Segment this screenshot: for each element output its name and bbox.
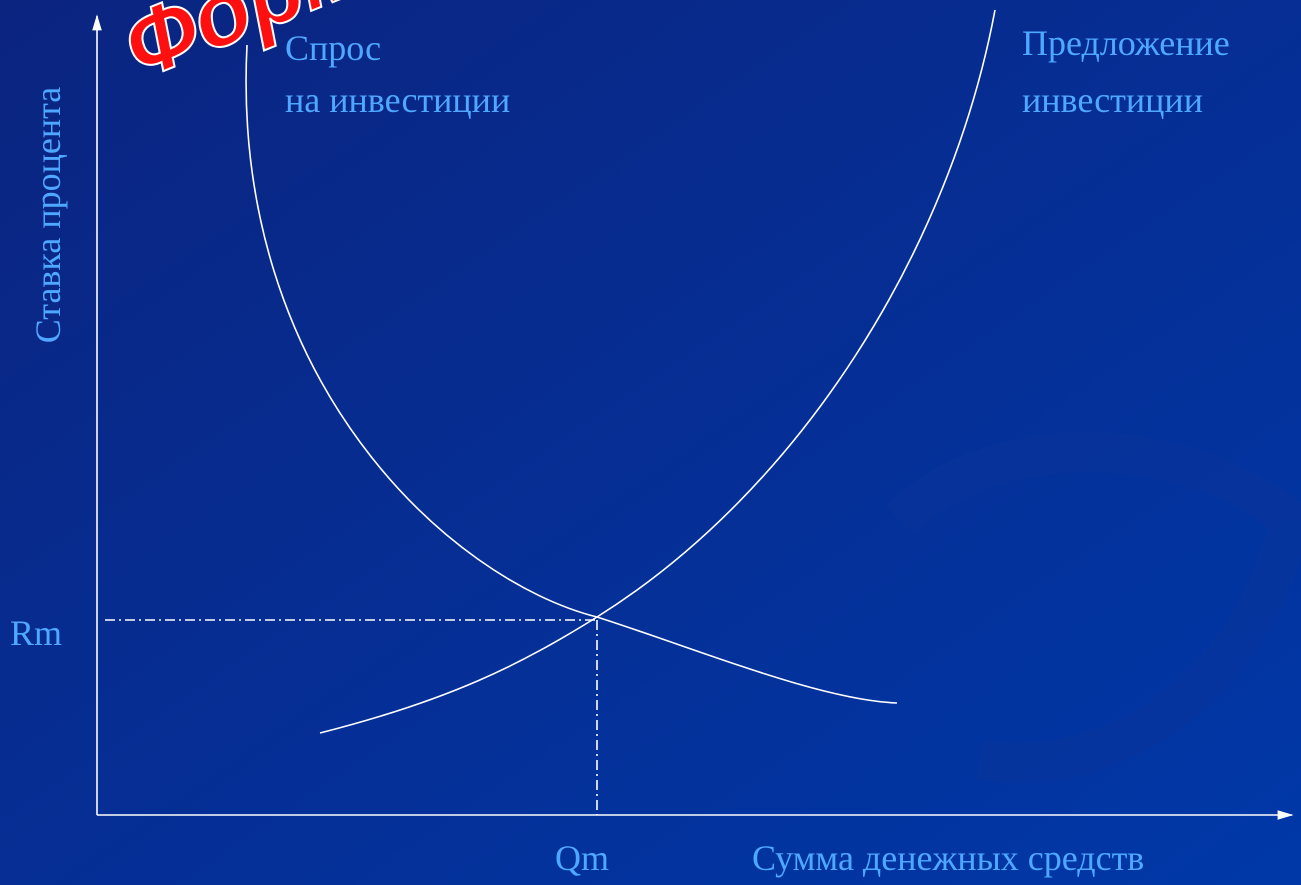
background-swirl bbox=[885, 432, 1301, 783]
supply-label: Предложение bbox=[1022, 23, 1230, 63]
demand-label: Спрос bbox=[285, 28, 381, 68]
demand-label: на инвестиции bbox=[285, 80, 510, 120]
qm-label: Qm bbox=[555, 838, 609, 878]
supply-curve bbox=[319, 9, 996, 734]
supply-label: инвестиции bbox=[1022, 80, 1203, 120]
y-axis-label: Ставка процента bbox=[28, 87, 68, 344]
rm-label: Rm bbox=[10, 613, 62, 653]
x-axis-label: Сумма денежных средств bbox=[752, 838, 1144, 878]
demand-curve bbox=[245, 44, 898, 704]
